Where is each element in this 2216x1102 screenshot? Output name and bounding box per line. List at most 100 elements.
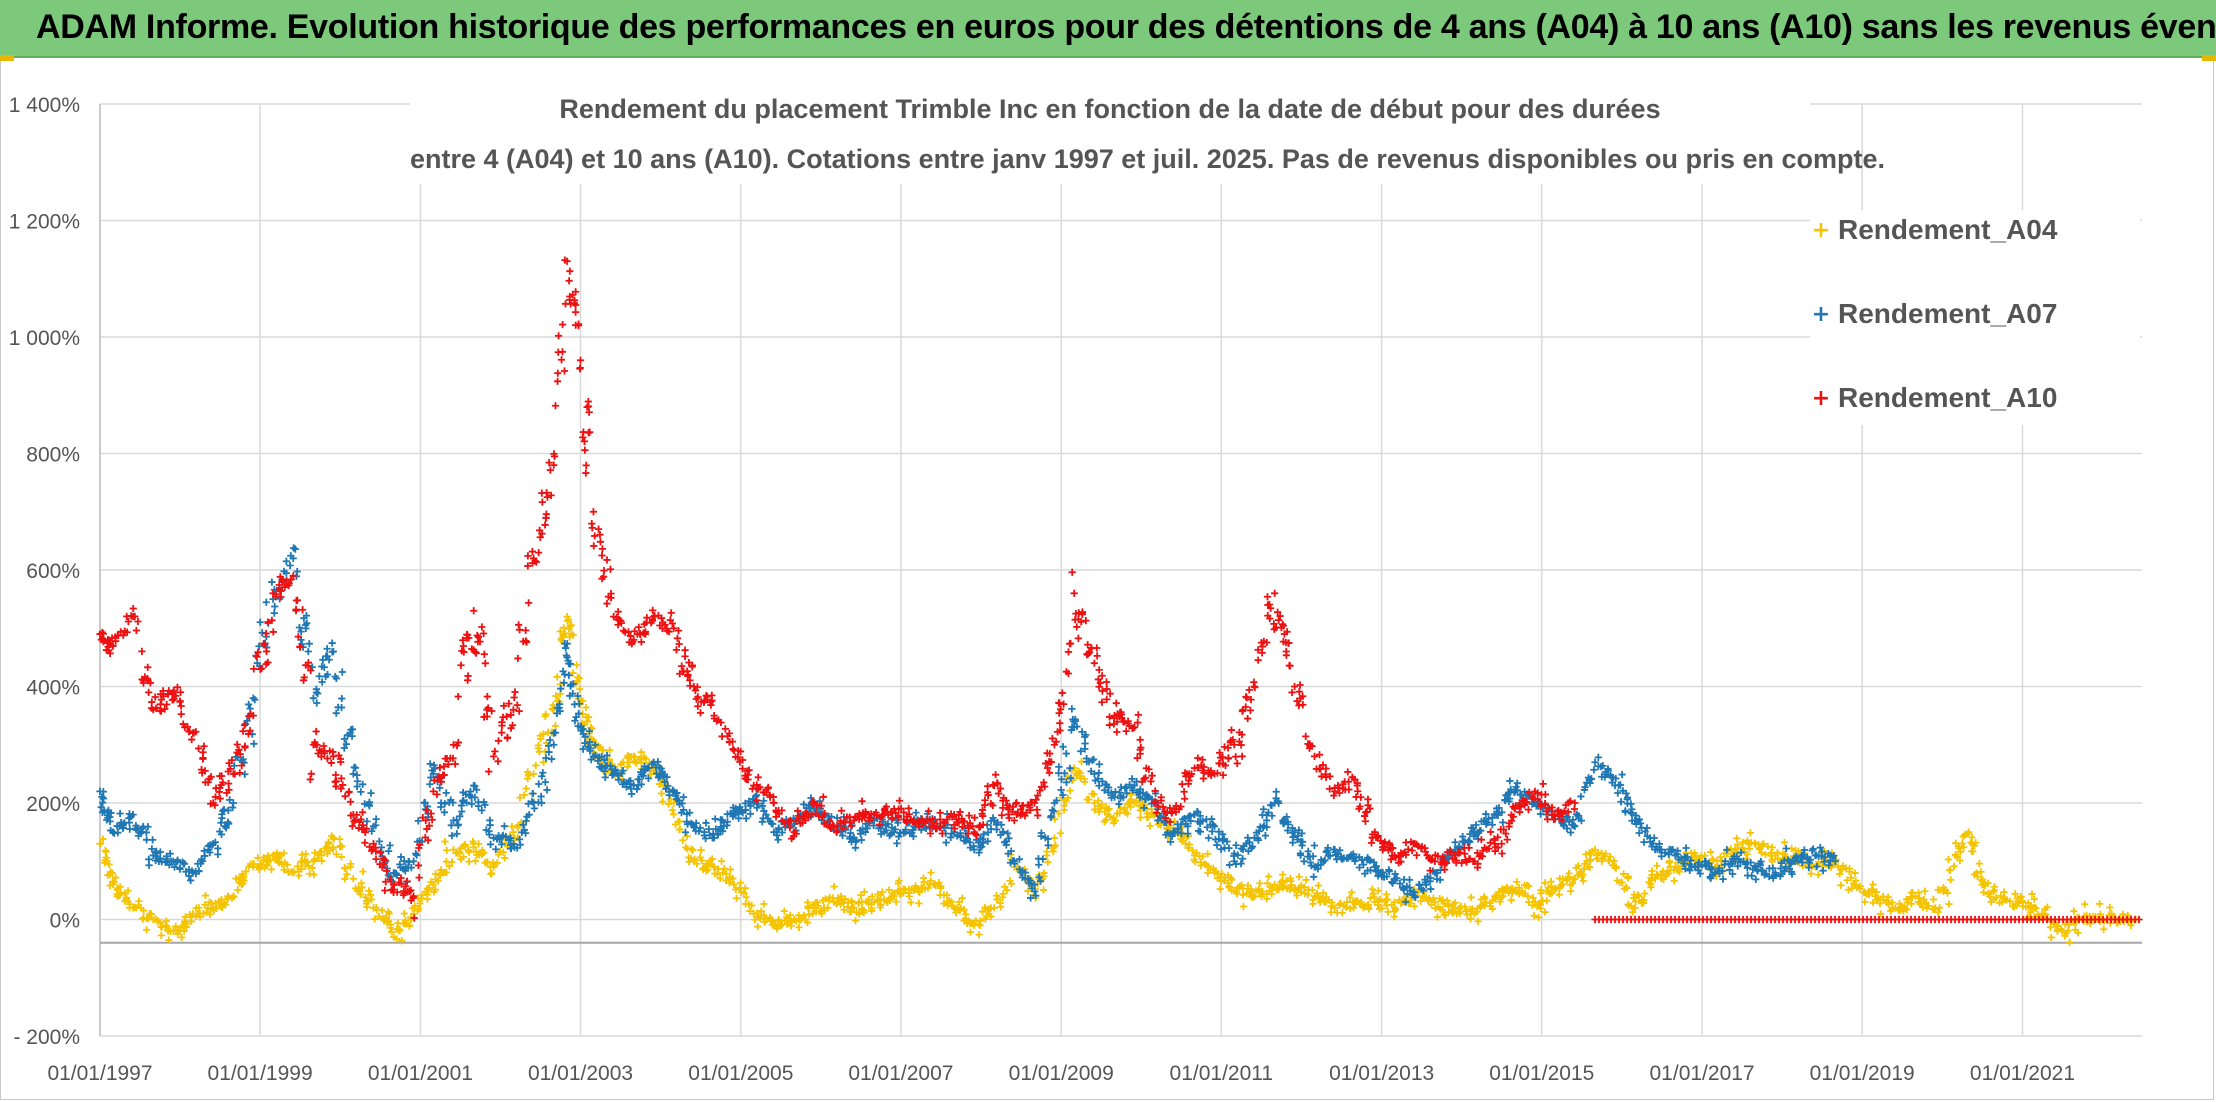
marker-rendement-a04 xyxy=(642,755,650,763)
marker-rendement-a04 xyxy=(534,744,542,752)
marker-rendement-a04 xyxy=(318,857,326,865)
marker-rendement-a04 xyxy=(2070,907,2078,915)
marker-rendement-a04 xyxy=(302,850,310,858)
marker-rendement-a04 xyxy=(1759,840,1768,848)
marker-rendement-a04 xyxy=(927,869,935,877)
marker-rendement-a04 xyxy=(1525,882,1533,890)
marker-rendement-a04 xyxy=(915,888,924,896)
marker-rendement-a10 xyxy=(589,508,598,516)
marker-rendement-a04 xyxy=(1279,870,1287,879)
marker-rendement-a04 xyxy=(920,878,928,886)
marker-rendement-a04 xyxy=(956,906,964,915)
marker-rendement-a10 xyxy=(1543,815,1552,823)
marker-rendement-a04 xyxy=(1837,881,1845,889)
marker-rendement-a04 xyxy=(1374,901,1382,909)
marker-rendement-a04 xyxy=(1524,892,1532,900)
marker-rendement-a04 xyxy=(675,826,684,834)
marker-rendement-a04 xyxy=(529,770,538,778)
marker-rendement-a10 xyxy=(138,647,146,656)
marker-rendement-a04 xyxy=(1039,886,1048,894)
marker-rendement-a04 xyxy=(690,855,699,863)
marker-rendement-a10 xyxy=(494,737,503,745)
marker-rendement-a04 xyxy=(860,888,868,896)
marker-rendement-a04 xyxy=(1836,870,1844,878)
marker-rendement-a07 xyxy=(1225,861,1234,869)
marker-rendement-a04 xyxy=(569,631,577,639)
marker-rendement-a07 xyxy=(357,788,365,796)
marker-rendement-a10 xyxy=(1465,844,1473,852)
marker-rendement-a07 xyxy=(1748,872,1756,880)
marker-rendement-a04 xyxy=(1757,849,1766,857)
marker-rendement-a10 xyxy=(1178,780,1186,788)
marker-rendement-a04 xyxy=(1425,895,1433,903)
marker-rendement-a07 xyxy=(1809,845,1817,853)
marker-rendement-a04 xyxy=(1921,887,1929,895)
marker-rendement-a04 xyxy=(336,835,344,843)
marker-rendement-a04 xyxy=(1308,886,1316,894)
marker-rendement-a07 xyxy=(386,841,394,849)
report-banner: ADAM Informe. Evolution historique des p… xyxy=(0,0,2216,58)
marker-rendement-a04 xyxy=(1300,883,1308,891)
marker-rendement-a04 xyxy=(726,865,735,874)
marker-rendement-a04 xyxy=(1716,853,1724,861)
x-tick-label: 01/01/2005 xyxy=(688,1062,793,1085)
marker-rendement-a04 xyxy=(1467,893,1475,902)
marker-rendement-a04 xyxy=(564,615,573,624)
marker-rendement-a04 xyxy=(1146,822,1154,830)
marker-rendement-a10 xyxy=(584,397,592,406)
x-tick-label: 01/01/1999 xyxy=(208,1062,313,1085)
marker-rendement-a04 xyxy=(388,928,396,936)
marker-rendement-a10 xyxy=(905,804,913,813)
marker-rendement-a04 xyxy=(976,917,984,925)
marker-rendement-a07 xyxy=(486,816,494,824)
marker-rendement-a04 xyxy=(573,661,581,669)
marker-rendement-a04 xyxy=(1136,814,1145,822)
marker-rendement-a10 xyxy=(481,659,489,667)
marker-rendement-a04 xyxy=(868,907,876,915)
marker-rendement-a10 xyxy=(598,545,607,553)
marker-rendement-a10 xyxy=(478,623,486,631)
marker-rendement-a04 xyxy=(944,901,952,909)
marker-rendement-a04 xyxy=(295,872,303,880)
marker-rendement-a04 xyxy=(975,930,983,939)
marker-rendement-a04 xyxy=(1580,865,1588,873)
marker-rendement-a04 xyxy=(349,875,357,883)
marker-rendement-a04 xyxy=(623,763,632,771)
marker-rendement-a04 xyxy=(1541,908,1549,916)
marker-rendement-a07 xyxy=(338,668,346,676)
marker-rendement-a07 xyxy=(166,850,174,858)
marker-rendement-a07 xyxy=(241,770,249,778)
marker-rendement-a07 xyxy=(119,820,127,828)
marker-rendement-a04 xyxy=(324,838,333,846)
marker-rendement-a07 xyxy=(947,833,955,842)
marker-rendement-a07 xyxy=(1217,845,1225,853)
marker-rendement-a10 xyxy=(591,532,599,540)
marker-rendement-a10 xyxy=(1227,726,1236,734)
marker-rendement-a04 xyxy=(124,887,132,895)
marker-rendement-a04 xyxy=(283,861,291,869)
marker-rendement-a04 xyxy=(1216,885,1224,893)
marker-rendement-a04 xyxy=(267,865,276,874)
marker-rendement-a04 xyxy=(1050,834,1059,842)
chart-title: Rendement du placement Trimble Inc en fo… xyxy=(410,84,1885,184)
marker-rendement-a07 xyxy=(1405,876,1414,884)
marker-rendement-a04 xyxy=(624,752,632,760)
marker-rendement-a10 xyxy=(473,631,481,640)
marker-rendement-a04 xyxy=(1884,893,1892,901)
marker-rendement-a04 xyxy=(365,887,373,895)
marker-rendement-a10 xyxy=(1345,785,1353,794)
marker-rendement-a04 xyxy=(808,910,817,918)
marker-rendement-a04 xyxy=(716,874,724,883)
marker-rendement-a04 xyxy=(1869,899,1877,907)
marker-rendement-a10 xyxy=(1275,616,1283,624)
marker-rendement-a10 xyxy=(361,839,369,847)
marker-rendement-a10 xyxy=(269,628,277,636)
marker-rendement-a04 xyxy=(1185,840,1194,849)
marker-rendement-a04 xyxy=(1975,860,1983,868)
marker-rendement-a10 xyxy=(1082,617,1090,625)
legend-marker-a10: + xyxy=(1811,385,1831,411)
marker-rendement-a10 xyxy=(614,608,622,616)
marker-rendement-a07 xyxy=(195,867,203,875)
marker-rendement-a10 xyxy=(576,356,585,364)
marker-rendement-a07 xyxy=(129,811,137,819)
